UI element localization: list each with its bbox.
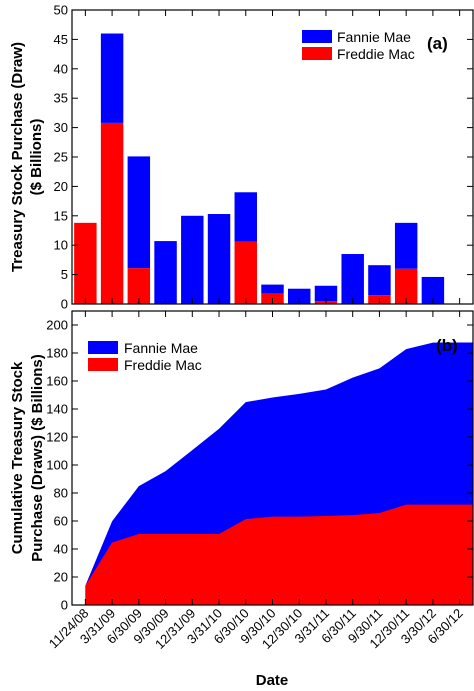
- y-tick-label: 40: [54, 542, 68, 557]
- bar-fannie-mae-12: [394, 222, 418, 269]
- bar-fannie-mae-11: [368, 265, 391, 296]
- y-tick-label: 20: [54, 570, 68, 585]
- panel-a-x-ticks: [84, 10, 461, 304]
- panel-a-label: (a): [427, 34, 448, 53]
- y-tick-label: 25: [54, 150, 68, 165]
- y-tick-label: 0: [61, 297, 68, 312]
- y-tick-label: 5: [61, 267, 68, 282]
- bar-fannie-mae-5: [207, 214, 231, 304]
- y-tick-label: 160: [46, 374, 68, 389]
- panel-a-bar-chart: 0 5 10 15 20 25 30 35 40 45 50 (a) Treasury Stock …: [9, 3, 474, 312]
- bar-freddie-mac-12: [394, 268, 418, 304]
- panel-b-area-chart: 0 20 40 60 80 100 120 140 160 180 200 11/24/083/31…: [9, 310, 474, 689]
- bar-fannie-mae-10: [341, 254, 364, 304]
- legend-swatch-fannie-mae: [88, 341, 118, 354]
- y-tick-label: 50: [54, 3, 68, 18]
- panel-b-label: (b): [436, 336, 458, 355]
- bar-freddie-mac-0: [74, 222, 97, 304]
- y-tick-label: 80: [54, 486, 68, 501]
- y-tick-label: 180: [46, 346, 68, 361]
- panel-b-areas: [85, 342, 473, 605]
- y-tick-label: 35: [54, 91, 68, 106]
- legend-swatch-fannie-mae: [302, 30, 332, 43]
- panel-b-x-tick-labels: 11/24/083/31/096/30/099/30/0912/31/093/3…: [46, 606, 466, 652]
- bar-fannie-mae-2: [127, 156, 151, 269]
- bar-fannie-mae-3: [154, 241, 177, 304]
- y-tick-label: 20: [54, 179, 68, 194]
- legend-label-freddie-mac: Freddie Mac: [337, 46, 415, 62]
- panel-b-y-ticks: 0 20 40 60 80 100 120 140 160 180 200: [46, 318, 473, 613]
- y-tick-label: 140: [46, 402, 68, 417]
- panel-b-legend: Fannie Mae Freddie Mac: [88, 340, 202, 373]
- bar-fannie-mae-8: [288, 288, 311, 304]
- y-tick-label: 45: [54, 32, 68, 47]
- y-tick-label: 40: [54, 61, 68, 76]
- area-freddie-mac: [85, 504, 473, 605]
- y-tick-label: 10: [54, 238, 68, 253]
- panel-a-legend: Fannie Mae Freddie Mac: [302, 29, 415, 62]
- bar-fannie-mae-1: [100, 33, 124, 123]
- panel-b-y-axis-title-line2: Purchase (Draws) ($ Billions): [29, 354, 46, 562]
- y-tick-label: 100: [46, 458, 68, 473]
- y-tick-label: 120: [46, 430, 68, 445]
- bar-fannie-mae-7: [261, 284, 284, 294]
- panel-a-bars: [74, 33, 471, 305]
- y-tick-label: 30: [54, 120, 68, 135]
- y-tick-label: 200: [46, 318, 68, 333]
- panel-a-y-ticks: 0 5 10 15 20 25 30 35 40 45 50: [54, 3, 473, 312]
- y-tick-label: 0: [61, 598, 68, 613]
- bar-fannie-mae-6: [234, 192, 257, 242]
- legend-swatch-freddie-mac: [302, 47, 332, 60]
- bar-freddie-mac-2: [127, 268, 151, 304]
- panel-a-y-axis-title: Treasury Stock Purchase (Draw): [9, 42, 26, 272]
- legend-label-freddie-mac: Freddie Mac: [124, 357, 202, 373]
- panel-a-y-axis-title-line2: ($ Billions): [28, 119, 45, 196]
- x-axis-title: Date: [256, 672, 289, 689]
- bar-fannie-mae-13: [421, 276, 445, 304]
- legend-swatch-freddie-mac: [88, 358, 118, 371]
- bar-fannie-mae-9: [314, 285, 338, 302]
- panel-b-x-ticks: [84, 311, 461, 605]
- bar-freddie-mac-1: [100, 122, 124, 305]
- panel-b-y-axis-title: Cumulative Treasury Stock: [9, 361, 26, 554]
- legend-label-fannie-mae: Fannie Mae: [337, 29, 411, 45]
- bar-fannie-mae-4: [181, 215, 204, 304]
- legend-label-fannie-mae: Fannie Mae: [124, 340, 198, 356]
- y-tick-label: 60: [54, 514, 68, 529]
- y-tick-label: 15: [54, 208, 68, 223]
- bar-freddie-mac-6: [234, 241, 257, 304]
